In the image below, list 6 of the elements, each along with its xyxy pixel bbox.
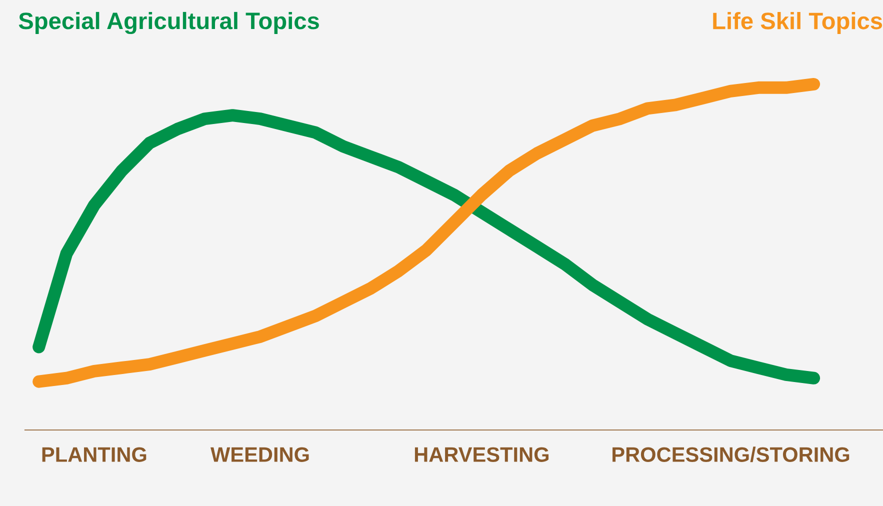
- x-tick-label: WEEDING: [210, 447, 309, 462]
- x-tick-label: PROCESSING/STORING: [612, 446, 850, 462]
- x-tick-label: HARVESTING: [414, 447, 548, 462]
- text: Life Skil Topics: [713, 12, 882, 34]
- text: Special Agricultural Topics: [18, 12, 319, 34]
- x-tick-label: PLANTING: [42, 447, 146, 462]
